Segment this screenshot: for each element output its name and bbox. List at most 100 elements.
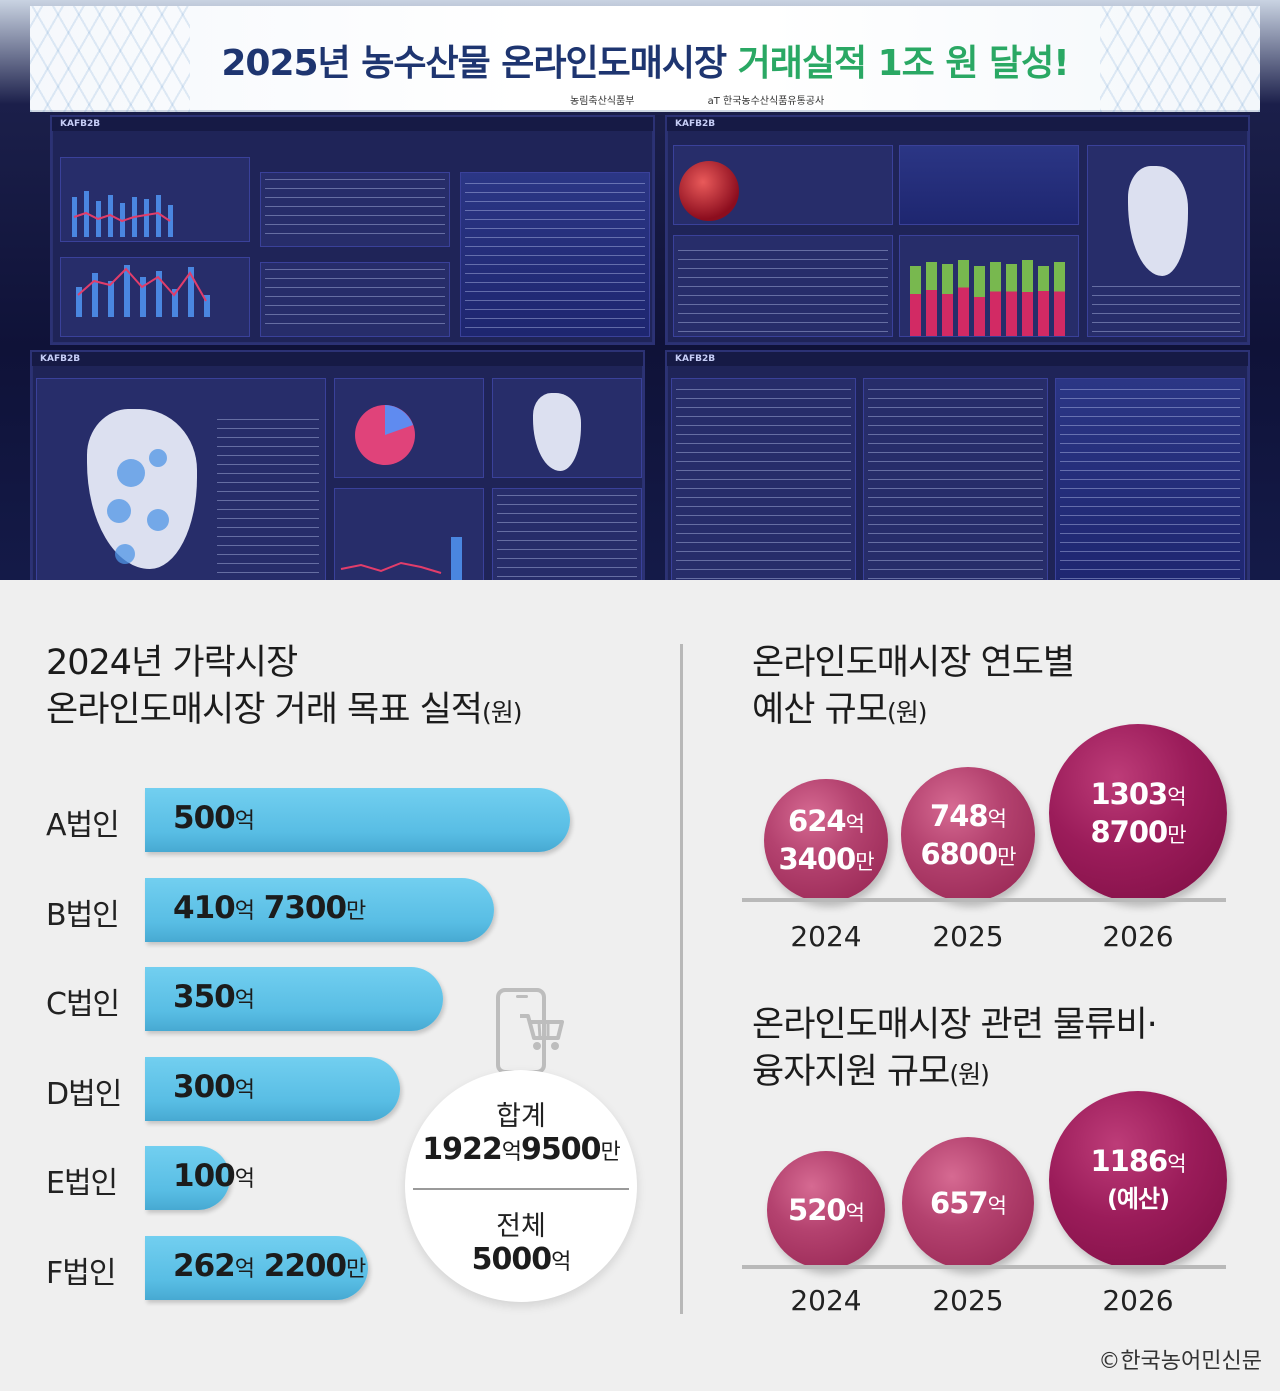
panel-widget [260,262,450,337]
value-number: 748 [930,798,989,833]
budget-chart-title-line1: 온라인도매시장 연도별 [752,643,1075,683]
value-number: 5000 [471,1242,552,1277]
total-label: 합계 [496,1101,546,1132]
banner-title-main: 2025년 농수산물 온라인도매시장 [221,43,727,84]
screen-panel: KAFB2B [665,350,1250,580]
value-unit: 만 [997,844,1016,869]
bubble-value-label: 1303억 [1049,777,1227,814]
bar-chart-title: 2024년 가락시장 온라인도매시장 거래 목표 실적(원) [46,640,522,736]
screen-panel: KAFB2B [50,115,655,345]
panel-widget [899,235,1079,337]
screen-line-chart [72,191,210,317]
panel-brand: KAFB2B [675,119,716,129]
panel-header: KAFB2B [667,352,1248,366]
value-number: 7300 [253,889,347,926]
category-label: E법인 [46,1166,118,1201]
bubble-value-label: 624억 [764,804,887,841]
value-unit: 만 [346,898,366,924]
value-number: 1303 [1090,777,1168,811]
value-unit: 억 [501,1140,522,1165]
bar [145,967,443,1031]
budget-chart-title: 온라인도매시장 연도별 예산 규모(원) [752,640,1075,736]
panel-widget [460,172,650,337]
korea-map [1128,166,1188,276]
bar-chart-unit: (원) [481,698,523,727]
bubble-value-label: 520억 [767,1193,885,1230]
value-unit: 만 [600,1140,621,1165]
budget-chart-title-line2: 예산 규모 [752,690,888,730]
value-unit: 억 [234,1167,255,1192]
at-logo: aT 한국농수산식품유통공사 [707,96,825,107]
support-baseline [742,1265,1226,1269]
value-unit: 억 [1167,785,1186,809]
column-divider [680,644,683,1314]
value-unit: 만 [855,850,874,875]
value-number: 3400 [778,842,856,877]
panel-widget [334,378,484,478]
support-chart-unit: (원) [949,1060,990,1089]
value-unit: 억 [234,988,255,1013]
bar-value-label: 262억 2200만 [173,1247,366,1284]
bubble-value-label: 657억 [902,1186,1034,1223]
year-label: 2026 [1102,920,1174,953]
support-chart-title: 온라인도매시장 관련 물류비· 융자지원 규모(원) [752,1002,1158,1098]
panel-widget [36,378,326,580]
value-unit: 만 [346,1256,366,1282]
bubble-value-label: 6800만 [901,837,1036,874]
value-unit: 억 [234,898,255,924]
value-unit: 억 [551,1250,571,1275]
bubble: 1186억 (예산) [1049,1091,1227,1269]
bubble: 748억 6800만 [900,767,1036,902]
total-divider [413,1188,629,1190]
banner-title-highlight: 거래실적 1조 원 달성! [737,43,1070,84]
panel-widget [60,157,250,242]
bubble-value-label: (예산) [1049,1182,1227,1216]
value-unit: 억 [1167,1152,1186,1176]
category-label: A법인 [46,808,120,843]
panel-brand: KAFB2B [60,119,101,129]
panel-widget [899,145,1079,225]
bar [145,1146,230,1210]
panel-widget [492,378,642,478]
value-number: 100 [173,1158,236,1194]
value-number: 1922 [422,1132,502,1167]
bar-value-label: 300억 [173,1069,255,1105]
value-number: 410 [173,889,236,926]
year-label: 2024 [790,1284,862,1317]
value-number: 350 [173,979,236,1015]
value-unit: 억 [987,1193,1007,1218]
banner-title: 2025년 농수산물 온라인도매시장 거래실적 1조 원 달성! [30,34,1260,86]
bar-value-label: 410억 7300만 [173,889,366,926]
panel-widget [1055,378,1245,580]
bubble-value-label: 3400만 [764,842,887,879]
ministry-logo: 농림축산식품부 [570,96,635,107]
value-number: 657 [930,1185,989,1220]
event-banner: 2025년 농수산물 온라인도매시장 거래실적 1조 원 달성! 농림축산식품부… [30,6,1260,112]
value-unit: 억 [987,806,1007,831]
year-label: 2026 [1102,1284,1174,1317]
value-number: 2200 [253,1247,347,1284]
value-number: 8700 [1090,815,1168,849]
shopping-cart-icon [520,1014,564,1050]
value-unit: 억 [234,1077,255,1103]
panel-widget [334,488,484,580]
bubble-value-label: 748억 [901,799,1036,836]
panel-widget [673,235,893,337]
dashboard-screens: KAFB2B KAFB2B [30,115,1250,580]
value-number: 1186 [1090,1144,1168,1178]
support-chart-title-line1: 온라인도매시장 관련 물류비· [752,1005,1158,1045]
panel-brand: KAFB2B [40,354,81,364]
bar-value-label: 100억 [173,1158,255,1194]
value-number: (예산) [1106,1185,1170,1213]
panel-widget [260,172,450,247]
banner-pattern-right [1100,6,1260,112]
panel-header: KAFB2B [52,117,653,131]
panel-widget [863,378,1048,580]
panel-header: KAFB2B [667,117,1248,131]
bar-value-label: 500억 [173,800,255,836]
total-value: 1922억9500만 [405,1132,637,1167]
screen-panel: KAFB2B [665,115,1250,345]
year-label: 2025 [932,920,1004,953]
budget-chart-unit: (원) [886,698,928,727]
value-number: 9500 [521,1132,601,1167]
